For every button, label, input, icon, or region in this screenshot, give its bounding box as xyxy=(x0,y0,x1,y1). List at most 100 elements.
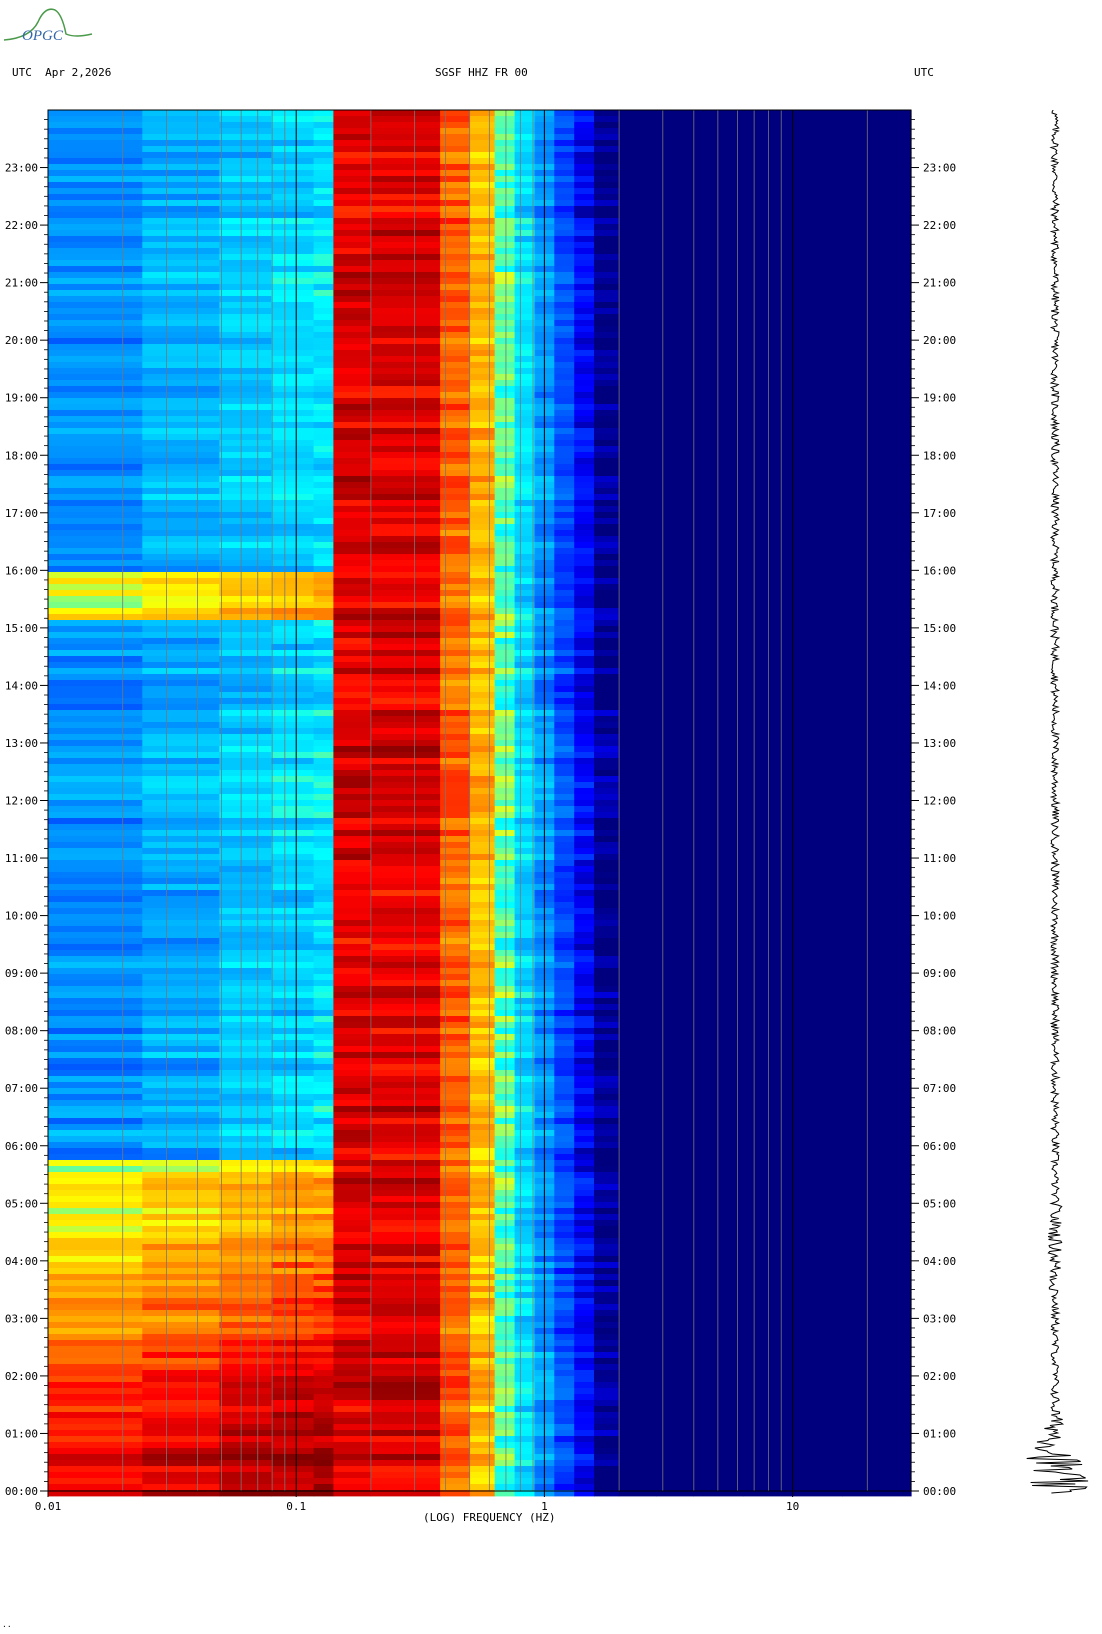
spectrogram-cell xyxy=(48,620,143,627)
spectrogram-cell xyxy=(618,884,657,891)
spectrogram-cell xyxy=(370,362,441,369)
spectrogram-cell xyxy=(742,140,794,147)
spectrogram-cell xyxy=(792,1298,843,1305)
spectrogram-cell xyxy=(656,458,694,465)
spectrogram-cell xyxy=(842,356,912,363)
spectrogram-cell xyxy=(48,746,143,753)
spectrogram-cell xyxy=(48,1370,143,1377)
spectrogram-cell xyxy=(469,740,496,747)
spectrogram-cell xyxy=(333,740,372,747)
spectrogram-cell xyxy=(48,1184,143,1191)
spectrogram-cell xyxy=(48,374,143,381)
spectrogram-cell xyxy=(514,1010,536,1017)
spectrogram-cell xyxy=(271,194,315,201)
spectrogram-cell xyxy=(842,590,912,597)
spectrogram-cell xyxy=(313,536,335,543)
spectrogram-cell xyxy=(469,218,496,225)
spectrogram-cell xyxy=(48,278,143,285)
spectrogram-cell xyxy=(313,302,335,309)
spectrogram-cell xyxy=(142,1160,220,1167)
spectrogram-cell xyxy=(219,758,272,765)
spectrogram-cell xyxy=(554,362,575,369)
spectrogram-cell xyxy=(142,224,220,231)
spectrogram-cell xyxy=(792,1124,843,1131)
spectrogram-cell xyxy=(792,926,843,933)
spectrogram-cell xyxy=(742,476,794,483)
spectrogram-cell xyxy=(469,1376,496,1383)
spectrogram-cell xyxy=(842,398,912,405)
spectrogram-cell xyxy=(742,944,794,951)
spectrogram-cell xyxy=(48,296,143,303)
spectrogram-cell xyxy=(594,1292,620,1299)
spectrogram-cell xyxy=(792,986,843,993)
spectrogram-cell xyxy=(792,212,843,219)
spectrogram-cell xyxy=(693,668,744,675)
spectrogram-cell xyxy=(271,920,315,927)
spectrogram-cell xyxy=(842,1232,912,1239)
spectrogram-cell xyxy=(574,626,595,633)
spectrogram-cell xyxy=(618,302,657,309)
spectrogram-cell xyxy=(48,1028,143,1035)
spectrogram-cell xyxy=(440,830,471,837)
spectrogram-cell xyxy=(333,1490,372,1497)
spectrogram-cell xyxy=(514,416,536,423)
spectrogram-cell xyxy=(469,782,496,789)
spectrogram-cell xyxy=(554,1208,575,1215)
spectrogram-cell xyxy=(842,482,912,489)
spectrogram-cell xyxy=(792,746,843,753)
spectrogram-cell xyxy=(693,800,744,807)
spectrogram-cell xyxy=(469,1430,496,1437)
spectrogram-cell xyxy=(333,440,372,447)
spectrogram-cell xyxy=(594,1028,620,1035)
spectrogram-cell xyxy=(693,428,744,435)
spectrogram-cell xyxy=(494,782,516,789)
spectrogram-cell xyxy=(494,110,516,117)
spectrogram-cell xyxy=(693,230,744,237)
spectrogram-cell xyxy=(271,338,315,345)
spectrogram-cell xyxy=(554,176,575,183)
spectrogram-cell xyxy=(554,890,575,897)
spectrogram-cell xyxy=(370,452,441,459)
spectrogram-cell xyxy=(656,824,694,831)
spectrogram-cell xyxy=(48,872,143,879)
spectrogram-cell xyxy=(594,1196,620,1203)
spectrogram-cell xyxy=(594,860,620,867)
spectrogram-cell xyxy=(370,950,441,957)
spectrogram-cell xyxy=(574,1166,595,1173)
spectrogram-cell xyxy=(142,1478,220,1485)
spectrogram-cell xyxy=(554,764,575,771)
spectrogram-cell xyxy=(514,1478,536,1485)
spectrogram-cell xyxy=(656,788,694,795)
spectrogram-cell xyxy=(594,908,620,915)
spectrogram-cell xyxy=(271,770,315,777)
spectrogram-cell xyxy=(693,356,744,363)
spectrogram-cell xyxy=(271,494,315,501)
spectrogram-cell xyxy=(742,122,794,129)
spectrogram-cell xyxy=(842,980,912,987)
spectrogram-cell xyxy=(514,548,536,555)
spectrogram-cell xyxy=(618,560,657,567)
spectrogram-cell xyxy=(333,1034,372,1041)
spectrogram-cell xyxy=(574,722,595,729)
spectrogram-cell xyxy=(48,824,143,831)
spectrogram-cell xyxy=(333,1376,372,1383)
spectrogram-cell xyxy=(370,776,441,783)
spectrogram-cell xyxy=(594,1064,620,1071)
spectrogram-cell xyxy=(693,1460,744,1467)
spectrogram-cell xyxy=(142,140,220,147)
spectrogram-cell xyxy=(333,1322,372,1329)
spectrogram-cell xyxy=(842,452,912,459)
spectrogram-cell xyxy=(313,608,335,615)
spectrogram-cell xyxy=(742,1262,794,1269)
spectrogram-cell xyxy=(313,308,335,315)
spectrogram-cell xyxy=(370,1028,441,1035)
spectrogram-cell xyxy=(271,458,315,465)
spectrogram-cell xyxy=(48,1346,143,1353)
spectrogram-cell xyxy=(370,734,441,741)
spectrogram-cell xyxy=(842,380,912,387)
spectrogram-cell xyxy=(370,1208,441,1215)
spectrogram-cell xyxy=(693,440,744,447)
spectrogram-cell xyxy=(469,896,496,903)
spectrogram-cell xyxy=(219,980,272,987)
spectrogram-cell xyxy=(370,848,441,855)
